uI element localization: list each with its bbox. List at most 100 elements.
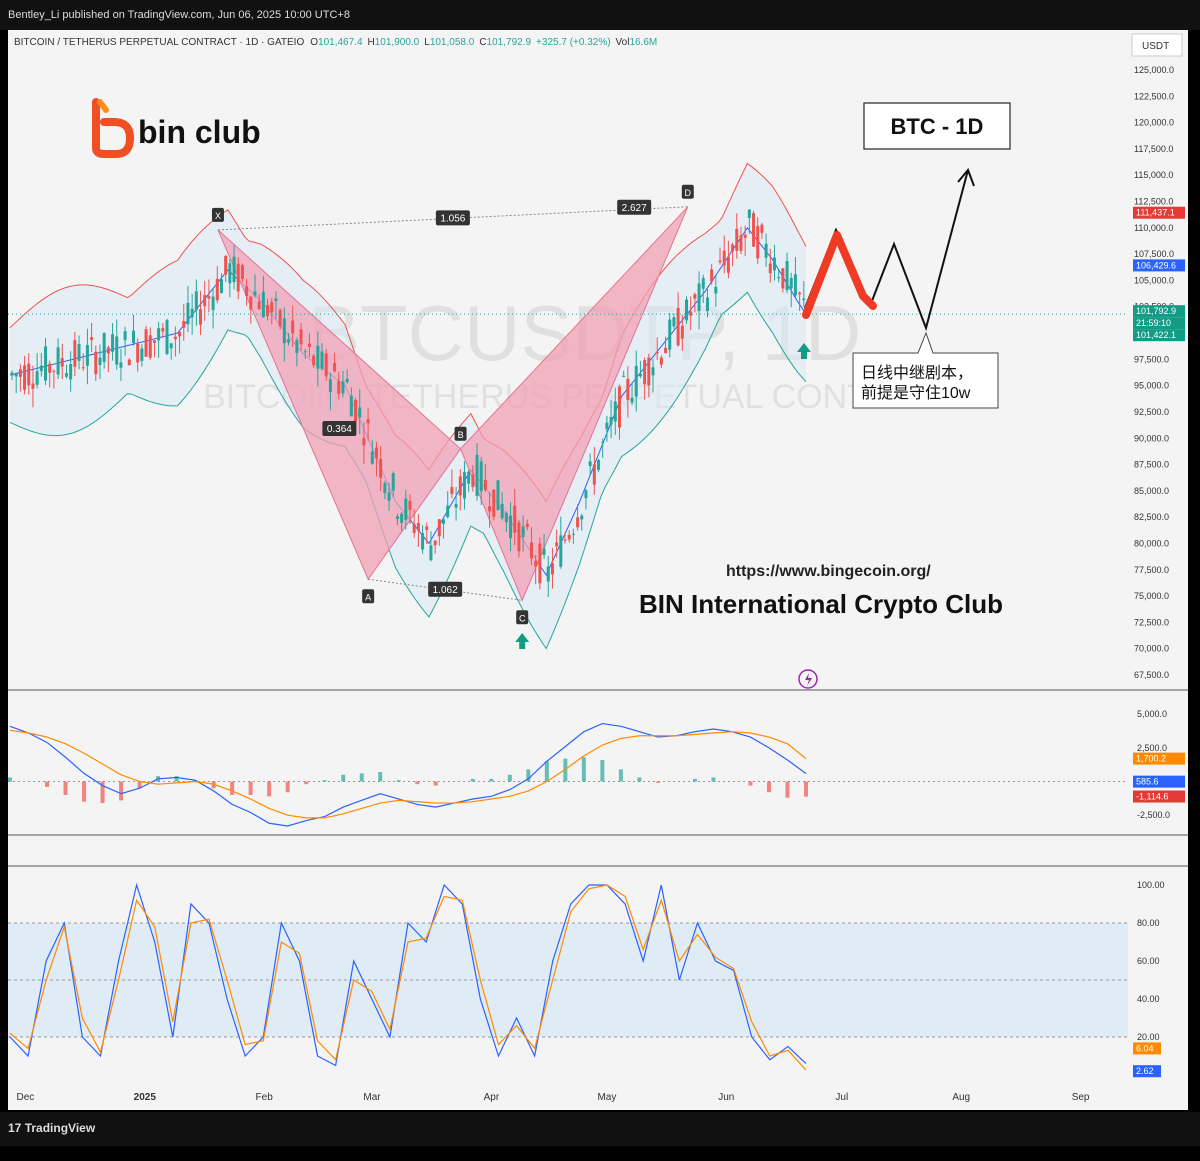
candle-body — [576, 517, 580, 528]
candle-body — [601, 442, 605, 444]
candle-body — [408, 500, 412, 510]
candle-body — [35, 371, 39, 385]
macd-histogram-bar — [248, 781, 253, 795]
candle-body — [249, 296, 253, 310]
pattern-point-label: A — [365, 592, 371, 602]
candle-body — [542, 548, 546, 555]
candle-body — [680, 325, 684, 339]
candle-body — [186, 302, 190, 325]
candle-body — [81, 367, 85, 369]
macd-histogram-bar — [785, 781, 790, 798]
macd-histogram-bar — [304, 781, 309, 785]
candle-body — [492, 489, 496, 517]
candle-body — [630, 397, 634, 403]
candle-body — [236, 263, 240, 292]
candle-body — [777, 277, 781, 279]
candle-body — [165, 320, 169, 354]
tradingview-label: TradingView — [24, 1121, 96, 1135]
macd-histogram-bar — [174, 776, 179, 782]
candle-body — [534, 560, 538, 567]
candle-body — [584, 490, 588, 499]
candle-body — [760, 224, 764, 233]
candle-body — [211, 296, 215, 310]
candle-body — [266, 305, 270, 317]
candle-body — [119, 362, 123, 368]
low-value: 101,058.0 — [430, 37, 475, 48]
candle-body — [550, 563, 554, 575]
ratio-label: 2.627 — [622, 203, 647, 214]
ratio-label: 0.364 — [327, 424, 352, 435]
candle-body — [64, 373, 68, 377]
candle-body — [513, 505, 517, 533]
price-tick-label: 90,000.0 — [1134, 433, 1169, 443]
candle-body — [115, 336, 119, 365]
candle-body — [567, 534, 571, 540]
candle-body — [295, 339, 299, 353]
candle-body — [379, 458, 383, 478]
candle-body — [232, 256, 236, 283]
candle-body — [689, 311, 693, 316]
price-tick-label: 107,500.0 — [1134, 249, 1174, 259]
macd-pane: 5,000.0 2,500.0 -2,500.0 1,700.2 585.6 -1,114… — [8, 709, 1185, 827]
candle-body — [207, 296, 211, 299]
candle-body — [44, 346, 48, 381]
currency-selector[interactable] — [1131, 33, 1183, 57]
ratio-badge — [428, 581, 463, 597]
candle-body — [659, 357, 663, 365]
price-tick-label: 75,000.0 — [1134, 591, 1169, 601]
pattern-point-badge — [362, 589, 375, 604]
up-arrow-icon — [515, 633, 530, 649]
macd-badge — [1133, 752, 1185, 765]
candle-body — [56, 347, 60, 375]
candle-body — [387, 492, 391, 501]
price-badge-label: 101,422.1 — [1136, 330, 1176, 340]
candle-body — [504, 513, 508, 523]
macd-histogram-bar — [526, 769, 531, 782]
price-tick-label: 80,000.0 — [1134, 538, 1169, 548]
low-label: L — [424, 37, 430, 48]
ratio-label: 1.056 — [440, 213, 465, 224]
candle-body — [215, 279, 219, 301]
site-url[interactable]: https://www.bingecoin.org/ — [726, 563, 931, 580]
candle-body — [446, 505, 450, 518]
tradingview-logo[interactable]: 17 TradingView — [8, 1121, 95, 1135]
macd-histogram-bar — [359, 773, 364, 782]
candle-body — [90, 337, 94, 340]
candle-body — [605, 422, 609, 430]
candle-body — [693, 294, 697, 299]
macd-histogram-bar — [637, 777, 642, 782]
price-badge — [1133, 329, 1185, 342]
stoch-d-line — [9, 884, 807, 1071]
candle-body — [705, 297, 709, 311]
candle-body — [303, 351, 307, 353]
candle-body — [127, 359, 131, 366]
candle-body — [240, 265, 244, 279]
candle-body — [521, 526, 525, 537]
price-tick-label: 112,500.0 — [1134, 197, 1173, 207]
macd-histogram-bar — [581, 757, 586, 782]
candle-body — [592, 464, 596, 485]
candle-body — [190, 308, 194, 318]
change-value: +325.7 (+0.32%) — [536, 37, 611, 48]
candle-body — [442, 519, 446, 524]
chart-canvas[interactable]: BITCOIN / TETHERUS PERPETUAL CONTRACT · … — [8, 30, 1188, 1110]
candle-body — [739, 235, 743, 251]
candle-body — [488, 506, 492, 512]
candle-body — [157, 328, 161, 341]
currency-label[interactable]: USDT — [1142, 41, 1169, 52]
candle-body — [529, 542, 533, 559]
candle-body — [245, 286, 249, 297]
candle-body — [98, 357, 102, 366]
lightning-icon[interactable] — [798, 669, 818, 689]
macd-histogram-bar — [396, 780, 401, 782]
candle-body — [609, 417, 613, 425]
macd-histogram-bar — [63, 781, 68, 795]
price-tick-label: 110,000.0 — [1134, 223, 1173, 233]
candle-body — [588, 461, 592, 467]
candle-body — [140, 348, 144, 361]
candle-body — [802, 298, 806, 301]
candle-body — [261, 291, 265, 318]
candle-body — [374, 447, 378, 459]
candle-body — [366, 419, 370, 424]
published-banner: Bentley_Li published on TradingView.com,… — [0, 0, 1200, 30]
